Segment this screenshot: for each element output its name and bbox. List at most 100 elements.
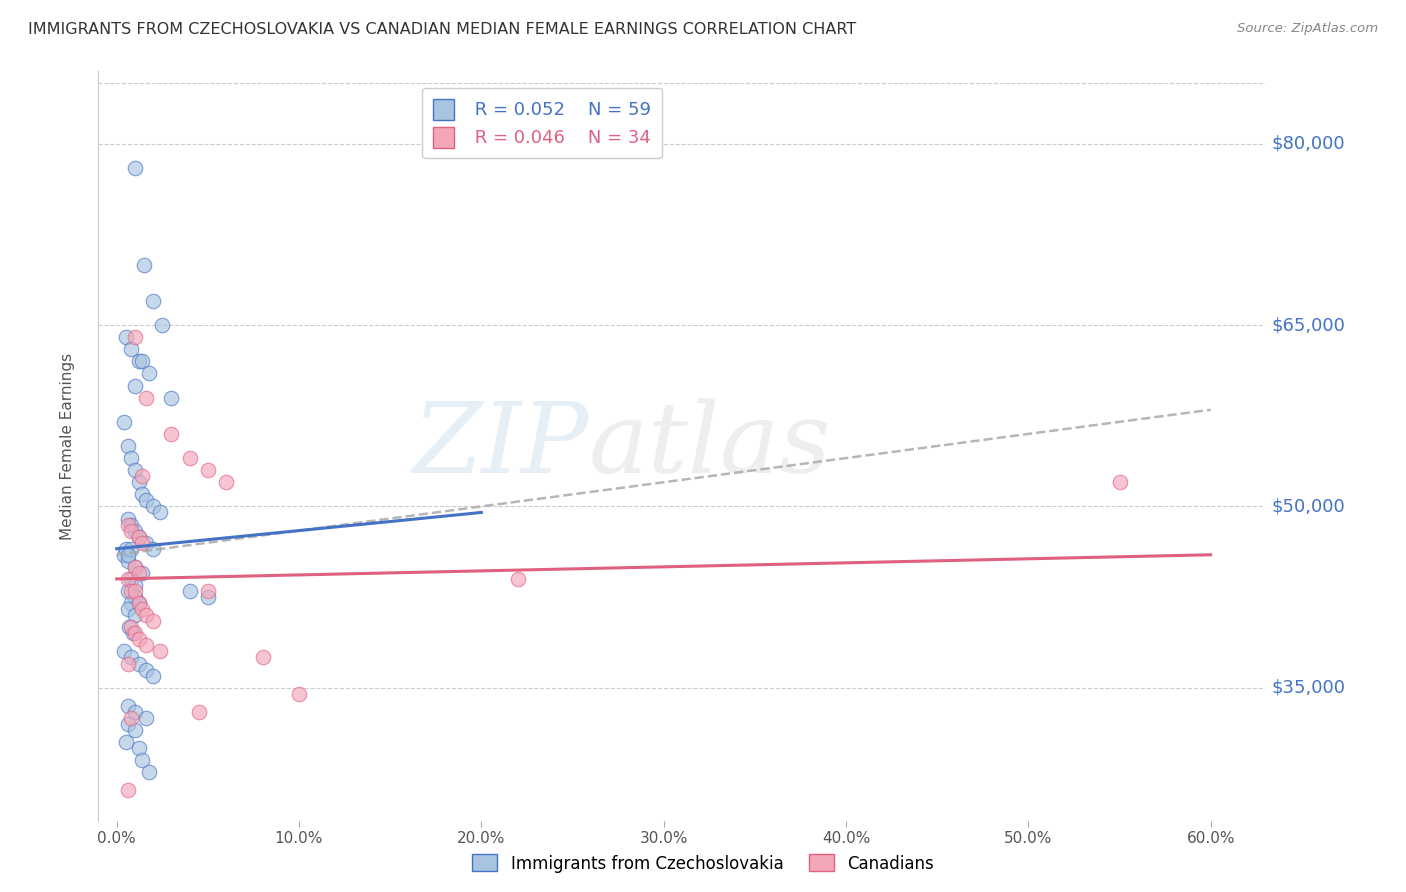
Point	[128, 530, 150, 544]
Point	[117, 554, 139, 568]
Point	[197, 463, 219, 477]
Point	[149, 644, 172, 658]
Point	[117, 511, 139, 525]
Point	[142, 614, 165, 628]
Point	[124, 559, 146, 574]
Point	[131, 566, 153, 580]
Point	[120, 517, 142, 532]
Text: IMMIGRANTS FROM CZECHOSLOVAKIA VS CANADIAN MEDIAN FEMALE EARNINGS CORRELATION CH: IMMIGRANTS FROM CZECHOSLOVAKIA VS CANADI…	[28, 22, 856, 37]
Point	[117, 783, 139, 797]
Point	[118, 620, 141, 634]
Point	[142, 541, 165, 556]
Point	[122, 626, 145, 640]
Point	[131, 602, 153, 616]
Point	[160, 391, 183, 405]
Point	[120, 451, 142, 466]
Point	[124, 626, 146, 640]
Legend:  R = 0.052    N = 59,  R = 0.046    N = 34: R = 0.052 N = 59, R = 0.046 N = 34	[422, 88, 662, 159]
Point	[117, 572, 139, 586]
Point	[120, 343, 142, 357]
Point	[197, 584, 219, 599]
Point	[112, 644, 135, 658]
Point	[124, 590, 146, 604]
Point	[506, 572, 529, 586]
Point	[124, 559, 146, 574]
Text: $80,000: $80,000	[1271, 135, 1346, 153]
Point	[215, 475, 238, 490]
Point	[120, 650, 142, 665]
Point	[117, 698, 139, 713]
Point	[131, 487, 153, 501]
Point	[124, 723, 146, 737]
Point	[120, 711, 142, 725]
Point	[117, 717, 139, 731]
Point	[142, 500, 165, 514]
Point	[124, 330, 146, 344]
Point	[117, 517, 139, 532]
Point	[124, 463, 146, 477]
Point	[128, 566, 150, 580]
Point	[179, 451, 201, 466]
Point	[117, 657, 139, 671]
Point	[120, 541, 142, 556]
Point	[124, 584, 146, 599]
Point	[131, 354, 153, 368]
Text: ZIP: ZIP	[412, 399, 589, 493]
Point	[128, 657, 150, 671]
Text: $65,000: $65,000	[1271, 316, 1346, 334]
Point	[124, 161, 146, 175]
Point	[112, 415, 135, 429]
Point	[120, 584, 142, 599]
Point	[128, 354, 150, 368]
Point	[150, 318, 173, 333]
Point	[120, 572, 142, 586]
Text: atlas: atlas	[589, 399, 831, 493]
Point	[131, 535, 153, 549]
Point	[138, 367, 160, 381]
Point	[197, 590, 219, 604]
Point	[132, 258, 155, 272]
Legend: Immigrants from Czechoslovakia, Canadians: Immigrants from Czechoslovakia, Canadian…	[465, 847, 941, 880]
Point	[142, 668, 165, 682]
Point	[128, 475, 150, 490]
Point	[135, 711, 157, 725]
Point	[135, 493, 157, 508]
Point	[124, 378, 146, 392]
Point	[288, 687, 311, 701]
Point	[124, 578, 146, 592]
Point	[124, 705, 146, 719]
Point	[120, 620, 142, 634]
Text: $35,000: $35,000	[1271, 679, 1346, 697]
Text: $50,000: $50,000	[1271, 498, 1346, 516]
Point	[131, 469, 153, 483]
Point	[114, 541, 136, 556]
Point	[252, 650, 274, 665]
Point	[1108, 475, 1130, 490]
Point	[128, 596, 150, 610]
Point	[160, 426, 183, 441]
Point	[135, 391, 157, 405]
Point	[128, 741, 150, 756]
Y-axis label: Median Female Earnings: Median Female Earnings	[60, 352, 75, 540]
Point	[149, 506, 172, 520]
Text: Source: ZipAtlas.com: Source: ZipAtlas.com	[1237, 22, 1378, 36]
Point	[117, 439, 139, 453]
Point	[124, 608, 146, 623]
Point	[179, 584, 201, 599]
Point	[128, 596, 150, 610]
Point	[112, 548, 135, 562]
Point	[187, 705, 209, 719]
Point	[124, 524, 146, 538]
Point	[138, 765, 160, 780]
Point	[117, 602, 139, 616]
Point	[135, 663, 157, 677]
Point	[142, 293, 165, 308]
Point	[117, 548, 139, 562]
Point	[135, 535, 157, 549]
Point	[131, 753, 153, 767]
Point	[120, 596, 142, 610]
Point	[128, 530, 150, 544]
Point	[114, 735, 136, 749]
Point	[135, 608, 157, 623]
Point	[120, 524, 142, 538]
